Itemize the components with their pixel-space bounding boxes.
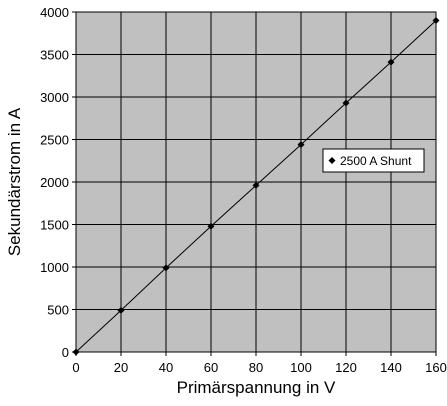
y-tick-label: 500 xyxy=(47,303,69,318)
y-axis-title: Sekundärstrom in A xyxy=(5,107,24,256)
x-tick-label: 100 xyxy=(290,360,312,375)
legend-box xyxy=(322,148,425,173)
data-point xyxy=(297,141,305,149)
x-axis-title: Primärspannung in V xyxy=(177,378,336,397)
y-tick-label: 0 xyxy=(62,345,69,360)
y-tick-label: 4000 xyxy=(40,5,69,20)
y-tick-label: 1000 xyxy=(40,260,69,275)
x-tick-label: 140 xyxy=(380,360,402,375)
y-tick-label: 2000 xyxy=(40,175,69,190)
data-point xyxy=(162,264,170,272)
x-tick-label: 0 xyxy=(72,360,79,375)
data-point xyxy=(207,222,215,230)
x-tick-label: 40 xyxy=(159,360,173,375)
y-tick-label: 3500 xyxy=(40,48,69,63)
data-point xyxy=(342,99,350,107)
data-point xyxy=(432,17,440,24)
x-tick-label: 60 xyxy=(204,360,218,375)
y-tick-label: 3000 xyxy=(40,90,69,105)
y-tick-label: 1500 xyxy=(40,218,69,233)
x-tick-label: 20 xyxy=(114,360,128,375)
legend-label: 2500 A Shunt xyxy=(340,154,412,168)
data-point xyxy=(117,306,125,314)
tick-labels: 0 20 40 60 80 100 120 140 160 0 500 1000 1500 2000 250… xyxy=(40,5,447,375)
data-point xyxy=(387,58,395,66)
data-point xyxy=(252,181,260,189)
legend-marker-diamond-icon xyxy=(328,157,336,164)
x-tick-label: 80 xyxy=(249,360,263,375)
x-tick-label: 120 xyxy=(335,360,357,375)
x-tick-label: 160 xyxy=(425,360,447,375)
y-tick-label: 2500 xyxy=(40,133,69,148)
series-layer xyxy=(72,17,440,356)
legend: 2500 A Shunt xyxy=(322,148,425,173)
